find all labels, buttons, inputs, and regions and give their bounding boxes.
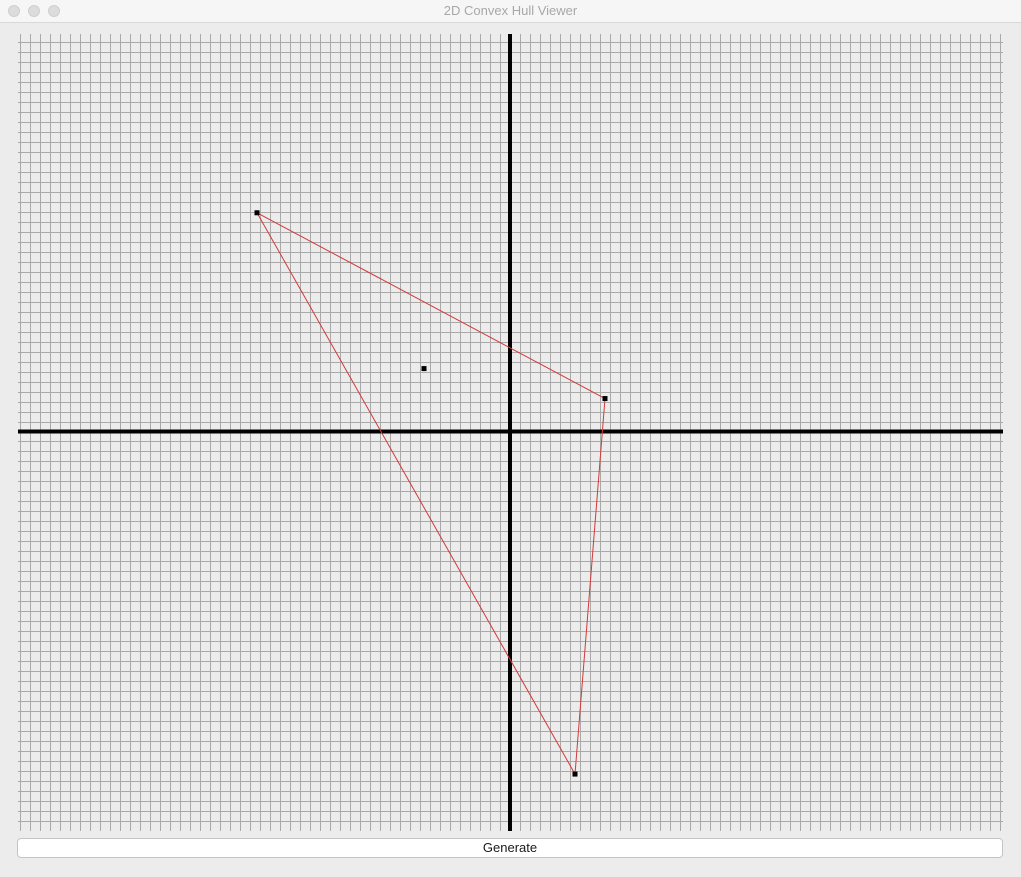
hull-chart — [18, 34, 1003, 831]
hull-edge — [256, 212, 606, 399]
close-window-button[interactable] — [8, 5, 20, 17]
minimize-window-button[interactable] — [28, 5, 40, 17]
data-point — [254, 210, 260, 216]
generate-button[interactable]: Generate — [17, 838, 1003, 858]
data-point — [602, 396, 608, 402]
hull-edges — [256, 212, 606, 775]
axes — [18, 34, 1003, 831]
hull-edge — [574, 398, 606, 775]
data-point — [421, 366, 427, 372]
zoom-window-button[interactable] — [48, 5, 60, 17]
data-point — [572, 771, 578, 777]
window-title: 2D Convex Hull Viewer — [443, 3, 578, 18]
points — [254, 210, 608, 777]
hull-edge — [256, 212, 576, 775]
title-bar: 2D Convex Hull Viewer — [0, 0, 1021, 23]
plot-area[interactable] — [18, 34, 1003, 831]
